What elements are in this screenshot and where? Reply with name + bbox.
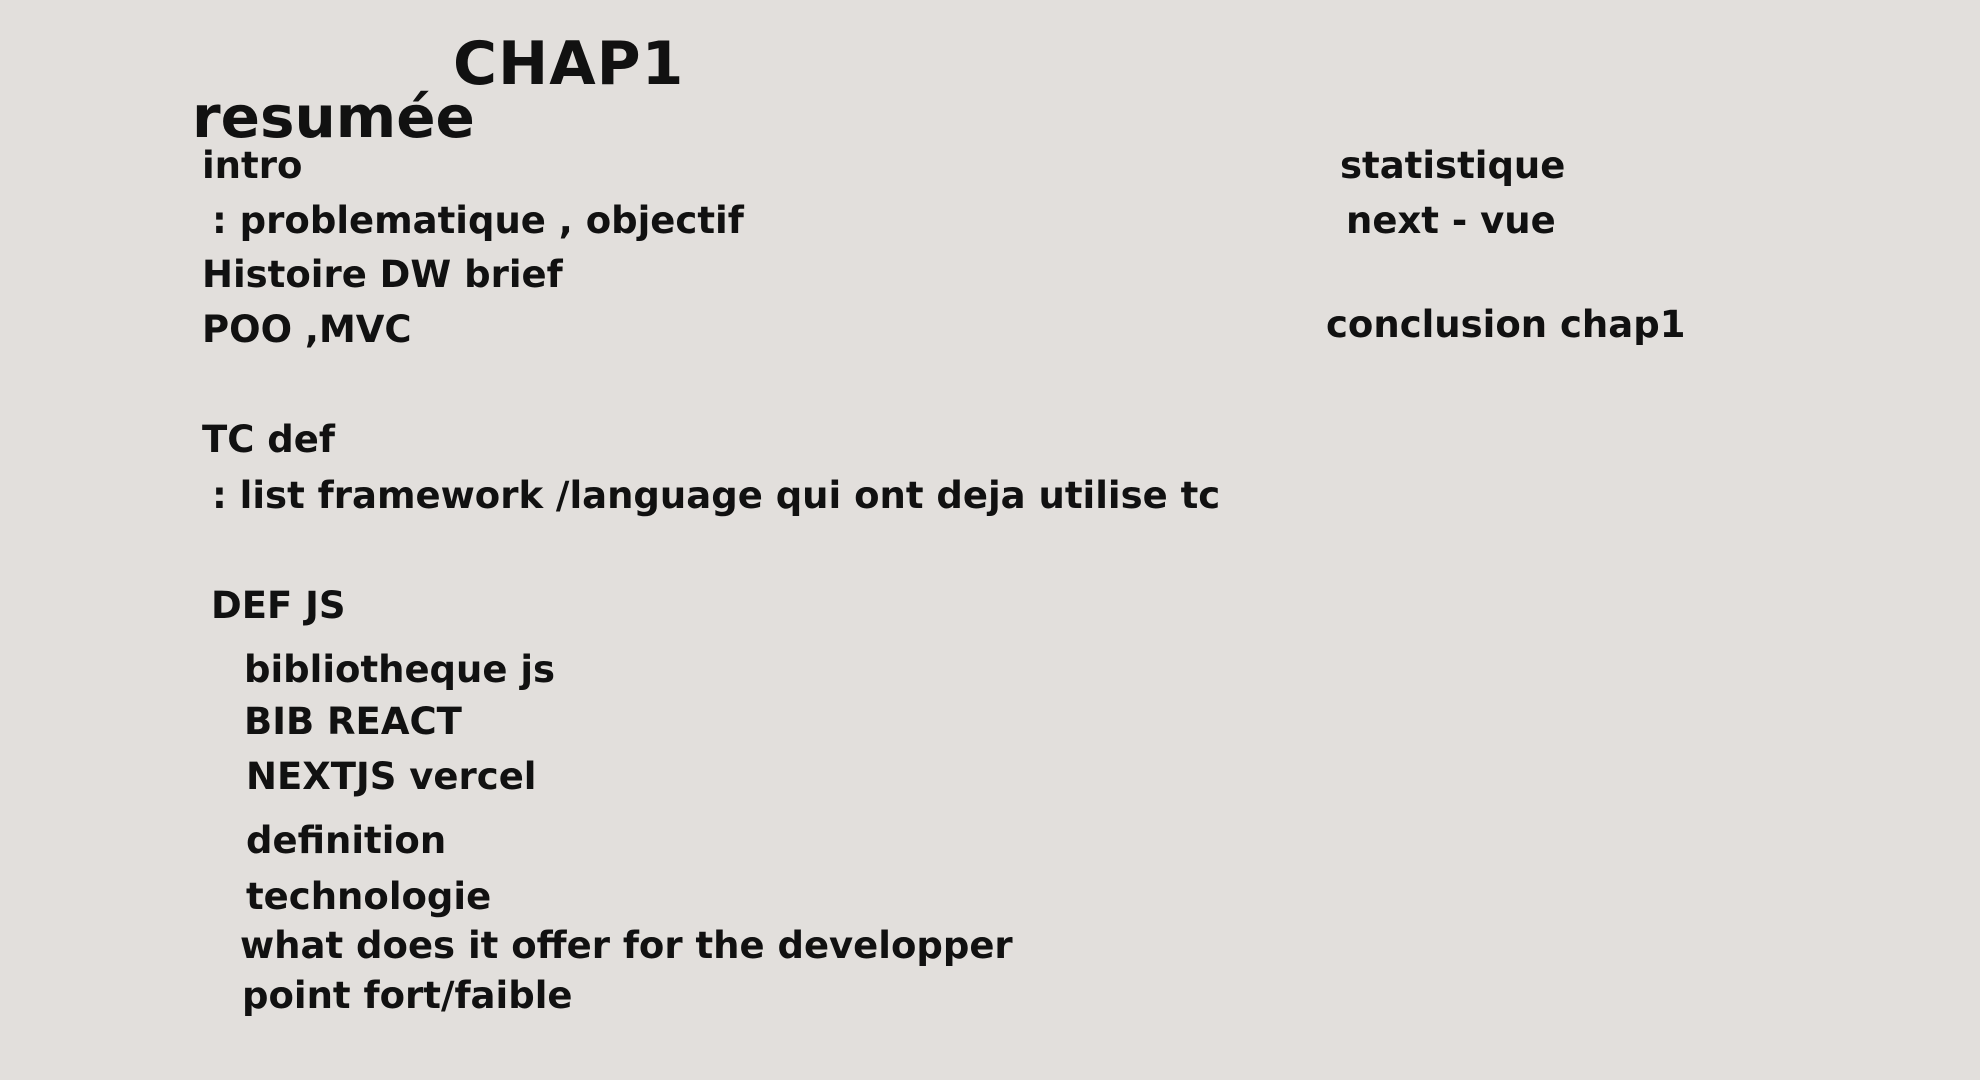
chapter-title: CHAP1 (453, 29, 685, 99)
note-technologie: technologie (246, 875, 492, 918)
note-list-framework: : list framework /language qui ont deja … (212, 474, 1221, 517)
note-definition: definition (246, 819, 447, 862)
note-nextjs-vercel: NEXTJS vercel (246, 755, 537, 798)
note-poo-mvc: POO ,MVC (202, 308, 412, 351)
note-conclusion-chap1: conclusion chap1 (1326, 303, 1686, 346)
note-problematique: : problematique , objectif (212, 199, 744, 242)
note-developer-offer: what does it offer for the developper (240, 924, 1013, 967)
note-bib-react: BIB REACT (244, 700, 462, 743)
summary-heading: resumée (192, 83, 475, 151)
note-bibliotheque-js: bibliotheque js (244, 648, 556, 691)
note-point-fort-faible: point fort/faible (242, 974, 573, 1017)
note-histoire: Histoire DW brief (202, 253, 563, 296)
note-statistique: statistique (1340, 144, 1566, 187)
note-def-js: DEF JS (211, 584, 346, 627)
note-next-vue: next - vue (1346, 199, 1556, 242)
note-tc-def: TC def (202, 418, 335, 461)
note-intro: intro (202, 144, 303, 187)
